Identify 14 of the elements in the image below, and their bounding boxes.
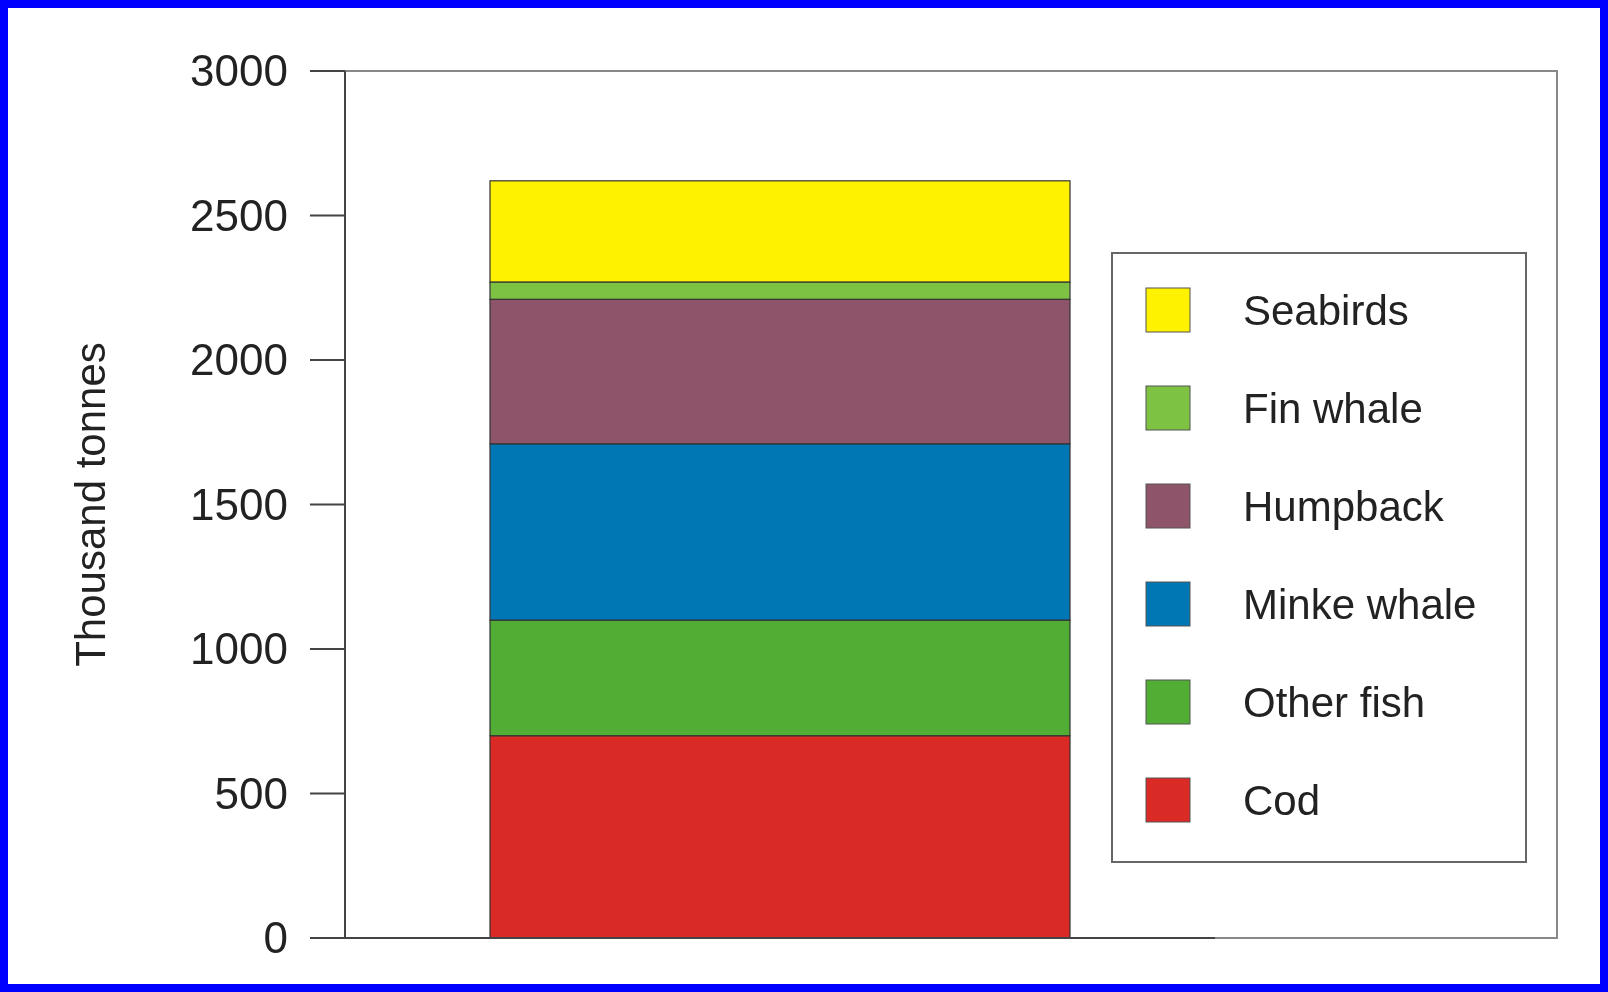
y-axis-title: Thousand tonnes — [67, 342, 114, 667]
legend-label: Seabirds — [1243, 286, 1409, 334]
y-tick-label: 2000 — [190, 335, 288, 385]
legend-label: Humpback — [1243, 482, 1445, 530]
y-tick-label: 3000 — [190, 46, 288, 96]
legend-label: Other fish — [1243, 678, 1426, 726]
y-tick-label: 0 — [263, 913, 288, 963]
legend-label: Minke whale — [1243, 580, 1477, 628]
y-tick-label: 2500 — [190, 190, 288, 240]
legend-label: Fin whale — [1243, 384, 1423, 432]
y-tick-label: 500 — [214, 768, 288, 818]
y-tick-label: 1500 — [190, 479, 288, 529]
text: Cod — [1243, 776, 1321, 824]
y-tick-label: 1000 — [190, 624, 288, 674]
